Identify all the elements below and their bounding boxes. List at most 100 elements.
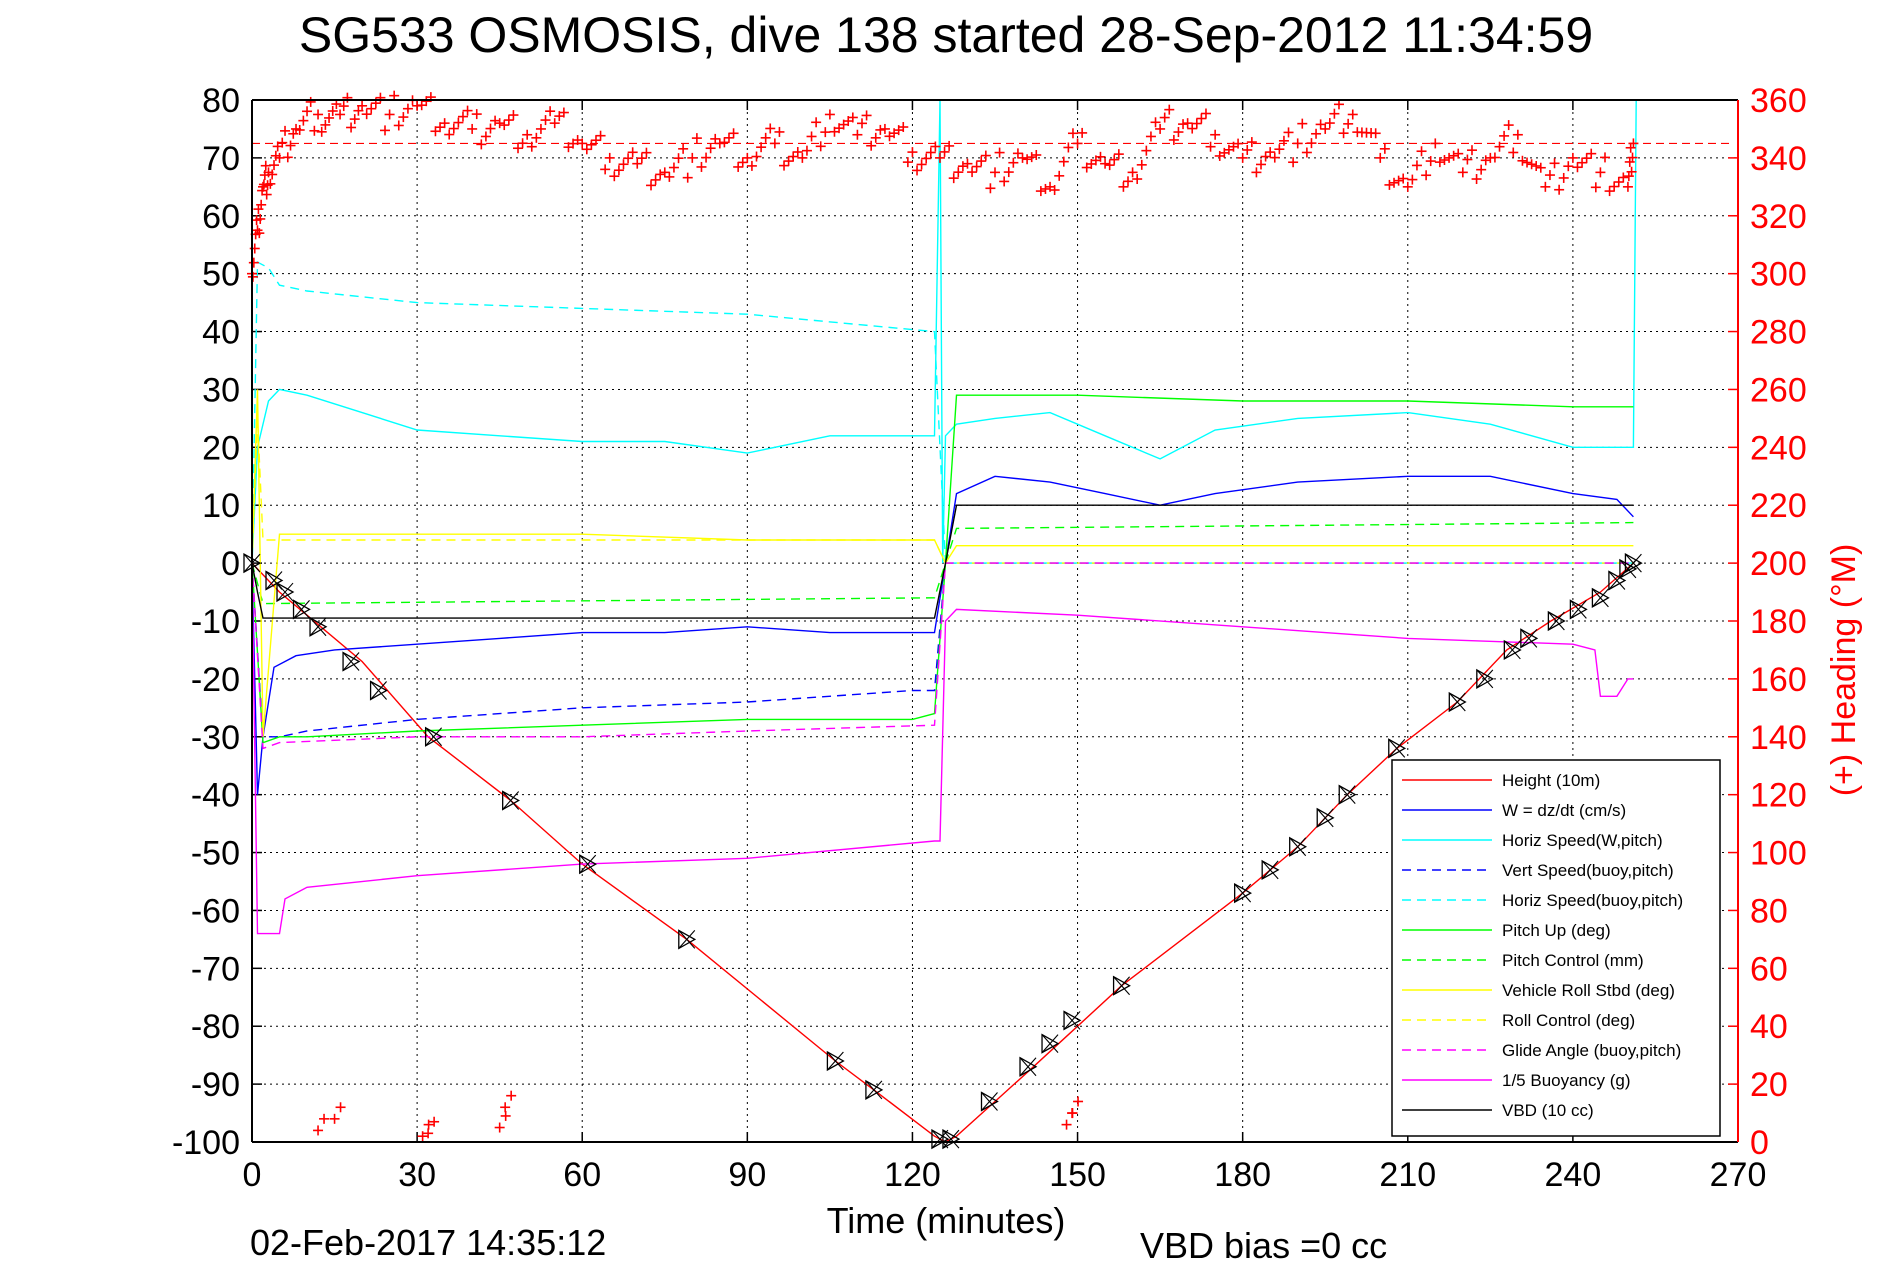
heading-marker — [1265, 147, 1276, 158]
heading-marker — [1407, 174, 1418, 185]
heading-marker — [646, 180, 657, 191]
heading-marker — [457, 111, 468, 122]
heading-marker — [737, 157, 748, 168]
heading-marker — [875, 124, 886, 135]
y-right-tick-label: 60 — [1750, 950, 1788, 988]
height-marker — [865, 1079, 884, 1101]
height-marker-triangle — [579, 854, 598, 875]
heading-marker — [916, 159, 927, 170]
heading-marker — [327, 105, 338, 116]
heading-marker — [1251, 167, 1262, 178]
height-marker — [579, 854, 598, 875]
heading-marker — [705, 143, 716, 154]
height-marker-triangle — [1569, 599, 1588, 620]
y-right-tick-label: 80 — [1750, 892, 1788, 930]
heading-marker — [1260, 151, 1271, 162]
heading-marker — [1118, 181, 1129, 192]
height-marker-triangle — [502, 790, 520, 811]
heading-marker — [1439, 155, 1450, 166]
height-marker — [1591, 587, 1610, 608]
heading-marker — [1127, 167, 1138, 178]
heading-marker — [280, 125, 291, 136]
height-marker-cross-b — [1388, 738, 1406, 758]
heading-marker — [494, 118, 505, 129]
heading-marker — [1453, 148, 1464, 159]
heading-marker — [990, 167, 1000, 178]
height-marker — [276, 581, 295, 603]
heading-marker — [324, 112, 335, 123]
heading-marker — [439, 118, 450, 129]
heading-marker — [879, 123, 890, 134]
heading-marker — [1540, 181, 1551, 192]
legend-label-8: Roll Control (deg) — [1502, 1011, 1635, 1030]
heading-marker — [302, 106, 313, 117]
heading-marker — [1049, 185, 1060, 196]
heading-marker — [1104, 160, 1115, 171]
chart-title: SG533 OSMOSIS, dive 138 started 28-Sep-2… — [299, 7, 1593, 63]
height-marker-cross-b — [342, 652, 360, 671]
heading-marker — [1292, 138, 1303, 149]
height-marker — [1234, 882, 1252, 904]
y-right-tick-label: 280 — [1750, 314, 1807, 352]
heading-marker-low — [429, 1116, 440, 1127]
heading-marker — [636, 153, 647, 164]
series-line-0 — [251, 562, 1634, 1143]
heading-marker — [852, 129, 863, 140]
heading-marker — [499, 120, 510, 131]
heading-marker — [1480, 155, 1491, 166]
heading-marker — [577, 138, 588, 149]
heading-marker — [1040, 183, 1051, 194]
height-marker-triangle — [1041, 1033, 1060, 1054]
height-marker-cross-b — [1041, 1034, 1059, 1053]
legend-label-3: Vert Speed(buoy,pitch) — [1502, 861, 1674, 880]
heading-marker — [384, 109, 395, 120]
heading-marker — [1026, 152, 1037, 163]
heading-marker — [590, 135, 601, 146]
height-marker-cross-b — [826, 1051, 844, 1071]
y-right-tick-label: 240 — [1750, 429, 1807, 467]
heading-marker — [1274, 144, 1285, 155]
legend-label-7: Vehicle Roll Stbd (deg) — [1502, 981, 1675, 1000]
height-marker — [1019, 1056, 1038, 1077]
heading-marker — [545, 106, 556, 117]
height-marker-triangle — [1289, 836, 1308, 857]
height-marker — [1261, 859, 1280, 881]
heading-marker — [1288, 157, 1299, 168]
heading-marker — [604, 152, 615, 163]
height-marker — [1476, 668, 1495, 690]
heading-marker — [618, 159, 629, 170]
plot-area: 0 30 60 90 120 150 180 210 240 270 80 70 60 50 40 30 20 1… — [172, 82, 1807, 1194]
y-right-tick-label: 180 — [1750, 603, 1807, 641]
x-tick-label: 210 — [1379, 1156, 1436, 1194]
heading-marker — [366, 103, 377, 114]
y-tick-label: -30 — [191, 719, 240, 757]
heading-marker — [444, 129, 455, 140]
heading-marker — [953, 167, 964, 178]
heading-marker — [1466, 145, 1477, 156]
heading-marker — [957, 161, 968, 172]
heading-marker — [258, 181, 269, 192]
height-marker-cross-b — [942, 1129, 960, 1149]
height-marker — [1503, 639, 1522, 661]
y-tick-label: -100 — [172, 1124, 240, 1162]
heading-marker-low — [500, 1110, 511, 1121]
heading-marker — [701, 152, 712, 163]
legend-label-6: Pitch Control (mm) — [1502, 951, 1644, 970]
y-tick-label: 40 — [202, 314, 240, 352]
heading-marker — [1233, 138, 1244, 149]
heading-marker — [907, 147, 918, 158]
y-axis-label-right: (+) Heading (°M) — [1825, 544, 1863, 797]
height-marker — [309, 616, 328, 637]
heading-marker — [1338, 128, 1349, 139]
heading-marker — [517, 138, 528, 149]
series-line-11 — [251, 504, 1634, 619]
heading-marker — [269, 160, 280, 171]
height-marker — [1624, 552, 1643, 574]
heading-marker — [522, 129, 533, 140]
height-marker-triangle — [678, 929, 697, 950]
heading-marker — [1333, 99, 1344, 110]
heading-marker — [815, 141, 826, 152]
heading-marker — [1425, 156, 1436, 167]
height-marker — [1520, 628, 1539, 649]
heading-marker — [641, 147, 652, 158]
